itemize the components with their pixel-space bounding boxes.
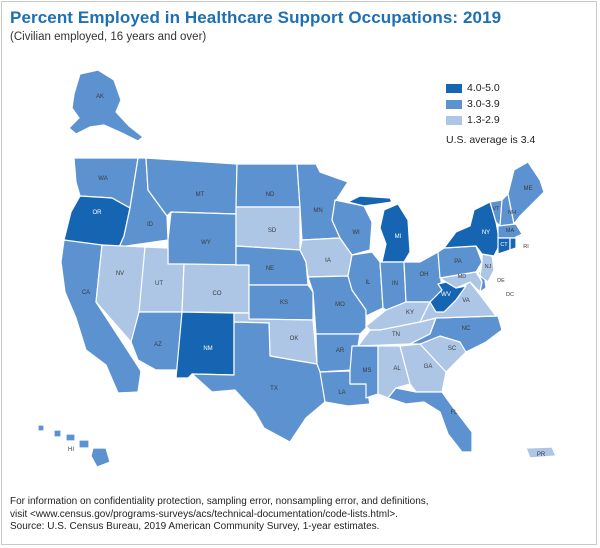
legend-swatch: [446, 99, 462, 109]
footer-info-line: For information on confidentiality prote…: [10, 496, 429, 507]
label-la: LA: [338, 390, 345, 396]
label-va: VA: [462, 298, 470, 304]
state-me: [507, 161, 545, 225]
label-ia: IA: [325, 258, 331, 264]
label-fl: FL: [450, 410, 458, 416]
label-al: AL: [393, 366, 401, 372]
label-tx: TX: [270, 386, 278, 392]
footer-source: Source: U.S. Census Bureau, 2019 America…: [10, 521, 380, 532]
territory-pr: [525, 446, 557, 459]
state-md: [439, 271, 483, 293]
map-subtitle: (Civilian employed, 16 years and over): [10, 31, 207, 43]
label-ri: RI: [523, 244, 529, 250]
label-nm: NM: [203, 346, 212, 352]
legend-item-high: 4.0-5.0: [446, 80, 535, 96]
state-nm: [175, 311, 235, 379]
state-nd: [235, 163, 301, 208]
label-ut: UT: [155, 281, 163, 287]
label-nd: ND: [266, 192, 275, 198]
label-ky: KY: [406, 310, 414, 316]
us-average-note: U.S. average is 3.4: [446, 134, 536, 146]
footer-notes: For information on confidentiality prote…: [10, 496, 590, 534]
label-hi: HI: [68, 447, 74, 453]
label-mi: MI: [395, 234, 402, 240]
label-ga: GA: [424, 364, 433, 370]
label-ms: MS: [363, 368, 372, 374]
label-ct: CT: [500, 242, 508, 248]
label-mn: MN: [313, 208, 322, 214]
label-ny: NY: [482, 230, 490, 236]
state-il: [347, 251, 384, 317]
label-dc: DC: [506, 292, 514, 298]
label-nc: NC: [462, 326, 471, 332]
label-wa: WA: [98, 176, 107, 182]
label-md: MD: [458, 274, 467, 280]
label-ks: KS: [280, 300, 288, 306]
state-wy: [167, 211, 237, 266]
label-wi: WI: [352, 230, 360, 236]
state-nc: [409, 315, 503, 353]
label-sd: SD: [268, 228, 277, 234]
label-mt: MT: [196, 192, 205, 198]
legend-item-mid: 3.0-3.9: [446, 96, 535, 112]
state-ma: [497, 223, 523, 239]
label-nh: NH: [508, 210, 516, 216]
legend-swatch: [446, 115, 462, 125]
label-me: ME: [524, 186, 533, 192]
label-co: CO: [213, 291, 222, 297]
label-ar: AR: [336, 348, 345, 354]
label-wy: WY: [201, 240, 211, 246]
label-ak: AK: [96, 94, 104, 100]
label-ne: NE: [266, 266, 274, 272]
label-il: IL: [365, 280, 371, 286]
label-pr: PR: [537, 452, 546, 458]
label-in: IN: [392, 281, 398, 287]
label-tn: TN: [392, 332, 400, 338]
label-ok: OK: [290, 336, 299, 342]
label-id: ID: [147, 222, 154, 228]
label-pa: PA: [454, 259, 462, 265]
legend-label: 1.3-2.9: [467, 114, 500, 126]
label-nv: NV: [116, 271, 124, 277]
state-ri: [509, 237, 517, 251]
label-mo: MO: [335, 302, 345, 308]
legend-label: 3.0-3.9: [467, 98, 500, 110]
footer-url-line: visit <www.census.gov/programs-surveys/a…: [10, 508, 398, 520]
state-co: [181, 263, 250, 314]
state-tx: [191, 321, 326, 443]
label-wv: WV: [441, 292, 451, 298]
state-hi: [37, 424, 111, 468]
label-vt: VT: [492, 206, 500, 212]
legend-swatch: [446, 83, 462, 93]
map-legend: 4.0-5.0 3.0-3.9 1.3-2.9 U.S. average is …: [446, 80, 535, 146]
label-nj: NJ: [485, 264, 492, 270]
label-oh: OH: [420, 272, 429, 278]
state-wi: [331, 199, 373, 256]
label-de: DE: [497, 278, 505, 284]
label-az: AZ: [154, 342, 162, 348]
state-ak: [68, 69, 144, 142]
label-sc: SC: [448, 346, 457, 352]
legend-item-low: 1.3-2.9: [446, 112, 535, 128]
legend-label: 4.0-5.0: [467, 82, 500, 94]
label-ca: CA: [82, 290, 90, 296]
state-az: [130, 311, 183, 371]
state-labels: AK HI PR WA OR CA ID NV MT WY UT AZ CO N…: [68, 94, 546, 458]
map-title: Percent Employed in Healthcare Support O…: [10, 8, 502, 27]
label-or: OR: [93, 210, 103, 216]
state-fl: [387, 387, 473, 453]
label-ma: MA: [506, 228, 515, 234]
